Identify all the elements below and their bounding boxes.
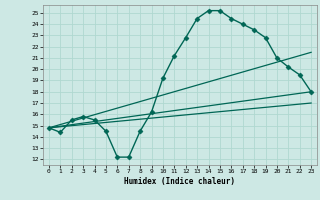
X-axis label: Humidex (Indice chaleur): Humidex (Indice chaleur) — [124, 177, 236, 186]
